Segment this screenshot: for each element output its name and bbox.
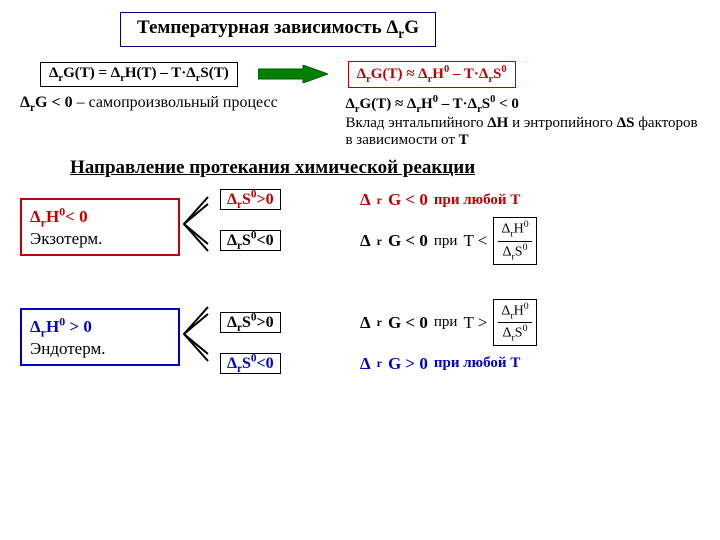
s-pos-box-1: ΔrS0>0 [220, 189, 281, 210]
condition-right: ΔrG(T) ≈ ΔrH0 – T·ΔrS0 < 0 Вклад энтальп… [345, 94, 700, 149]
formula-left: ΔrG(T) = ΔrH(T) – T·ΔrS(T) [40, 62, 238, 87]
endo-box: ΔrH0 > 0 Эндотерм. [20, 308, 180, 366]
exo-label: Экзотерм. [30, 229, 102, 248]
s-neg-box-2: ΔrS0<0 [220, 353, 281, 374]
bracket-icon [180, 305, 210, 363]
bracket-icon [180, 195, 210, 253]
result-1: ΔrG < 0 при любой T [360, 190, 620, 210]
arrow-right-icon [258, 65, 328, 83]
endo-label: Эндотерм. [30, 339, 105, 358]
cases-grid: ΔrH0< 0 Экзотерм. ΔrS0>0 ΔrG < 0 при люб… [20, 189, 700, 375]
result-3: ΔrG < 0 при T > ΔrH0 ΔrS0 [360, 299, 620, 347]
result-4: ΔrG > 0 при любой T [360, 354, 620, 374]
formula-right: ΔrG(T) ≈ ΔrH0 – T·ΔrS0 [348, 61, 516, 88]
formula-row: ΔrG(T) = ΔrH(T) – T·ΔrS(T) ΔrG(T) ≈ ΔrH0… [40, 61, 700, 88]
page-title: Температурная зависимость ΔrG [120, 12, 436, 47]
section-heading: Направление протекания химической реакци… [70, 157, 700, 179]
s-pos-box-2: ΔrS0>0 [220, 312, 281, 333]
exo-box: ΔrH0< 0 Экзотерм. [20, 198, 180, 256]
result-2: ΔrG < 0 при T < ΔrH0 ΔrS0 [360, 217, 620, 265]
conditions-row: ΔrG < 0 – самопроизвольный процесс ΔrG(T… [20, 94, 700, 149]
condition-left: ΔrG < 0 – самопроизвольный процесс [20, 94, 315, 149]
s-neg-box-1: ΔrS0<0 [220, 230, 281, 251]
condition-left-text: – самопроизвольный процесс [73, 94, 278, 111]
